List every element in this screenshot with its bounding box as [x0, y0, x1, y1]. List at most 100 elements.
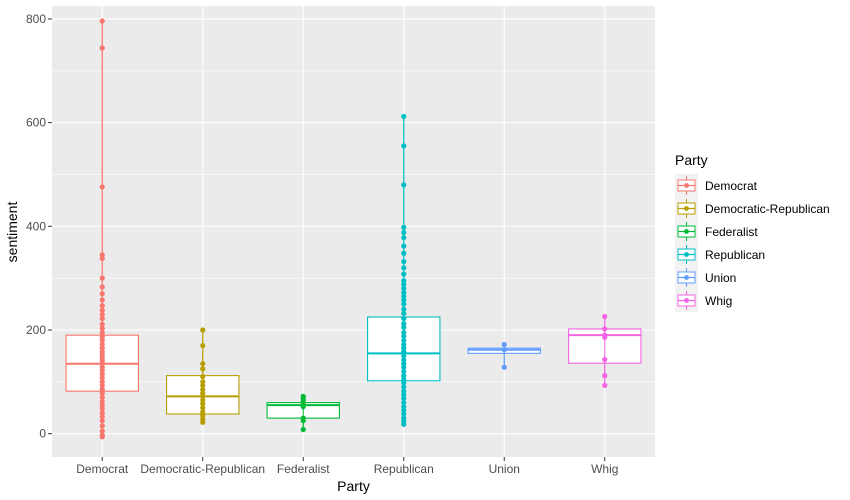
data-point [99, 361, 105, 367]
data-point [99, 334, 105, 340]
data-point [401, 235, 407, 241]
data-point [401, 392, 407, 398]
data-point [99, 252, 105, 258]
legend-label: Democratic-Republican [705, 202, 830, 216]
data-point [99, 382, 105, 389]
data-point [501, 341, 507, 348]
data-point [99, 307, 105, 313]
legend-item: Democrat [675, 174, 758, 197]
data-point [401, 113, 407, 120]
data-point [200, 382, 206, 389]
data-point [401, 290, 407, 296]
data-point [99, 386, 105, 392]
data-point [401, 258, 407, 265]
legend-item: Whig [675, 289, 732, 312]
data-point [99, 284, 105, 290]
data-point [200, 366, 206, 372]
data-point [401, 329, 407, 336]
data-point [401, 368, 407, 375]
data-point [602, 334, 608, 340]
data-point [401, 380, 407, 386]
data-point [401, 388, 407, 394]
x-axis-title: Party [337, 478, 370, 494]
chart-marks [65, 18, 642, 440]
series-federalist [266, 393, 340, 433]
data-point [401, 357, 407, 363]
data-point [200, 419, 206, 425]
legend-key-point [684, 275, 689, 280]
data-point [99, 394, 105, 400]
data-point [401, 297, 407, 303]
data-point [401, 229, 407, 236]
data-point [99, 184, 105, 190]
data-point [401, 315, 407, 322]
data-point [99, 423, 105, 429]
legend-item: Federalist [675, 220, 758, 243]
data-point [200, 374, 206, 380]
series-democratic-republican [166, 327, 240, 425]
data-point [99, 341, 105, 348]
data-point [99, 434, 105, 440]
y-axis-ticks: 0 200 400 600 800 [26, 12, 52, 441]
series-republican [367, 113, 441, 427]
data-point [99, 321, 105, 327]
data-point [401, 310, 407, 317]
data-point [300, 426, 306, 433]
data-point [401, 271, 407, 277]
x-tick-label: Union [489, 462, 520, 476]
data-point [99, 255, 105, 262]
data-point [401, 301, 407, 307]
data-point [200, 327, 206, 333]
data-point [401, 361, 407, 367]
data-point [99, 315, 105, 322]
data-point [200, 387, 206, 393]
data-point [401, 345, 407, 351]
data-point [401, 285, 407, 292]
data-point [99, 410, 105, 416]
data-point [401, 384, 407, 390]
data-point [401, 407, 407, 413]
plot-panel [52, 6, 655, 457]
legend-title: Party [675, 152, 708, 168]
data-point [401, 306, 407, 312]
data-point [401, 404, 407, 410]
legend-label: Union [705, 271, 736, 285]
data-point [401, 376, 407, 382]
data-point [401, 224, 407, 230]
data-point [99, 18, 105, 24]
data-point [200, 342, 206, 349]
data-point [401, 143, 407, 149]
x-tick-label: Republican [374, 462, 434, 476]
data-point [200, 397, 206, 403]
legend-item: Democratic-Republican [675, 197, 830, 220]
legend-key-point [684, 183, 689, 188]
data-point [401, 293, 407, 299]
data-point [99, 329, 105, 336]
data-point [401, 281, 407, 287]
data-point [200, 412, 206, 419]
x-tick-label: Democratic-Republican [140, 462, 265, 476]
data-point [401, 250, 407, 256]
data-point [99, 45, 105, 51]
data-point [602, 373, 608, 379]
data-point [300, 418, 306, 424]
data-point [99, 428, 105, 434]
data-point [99, 303, 105, 309]
data-point [99, 291, 105, 297]
legend-key-point [684, 298, 689, 303]
legend-label: Democrat [705, 179, 758, 193]
series-democrat [65, 18, 139, 440]
data-point [401, 411, 407, 417]
data-point [200, 379, 206, 385]
data-point [401, 278, 407, 284]
data-point [602, 326, 608, 332]
data-point [300, 404, 306, 410]
data-point [401, 353, 407, 359]
grid-minor [52, 70, 655, 383]
y-tick-label: 200 [26, 323, 46, 337]
data-point [99, 413, 105, 420]
data-point [200, 405, 206, 411]
data-point [401, 364, 407, 370]
x-tick-label: Democrat [76, 462, 129, 476]
